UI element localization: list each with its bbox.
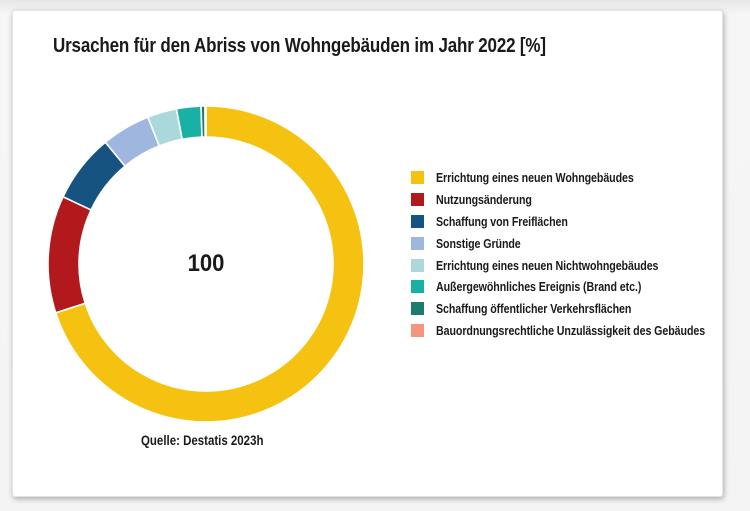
legend-swatch [411, 236, 424, 250]
donut-slice [204, 105, 207, 138]
donut-svg [47, 105, 365, 423]
legend-swatch [411, 214, 424, 228]
legend-swatch [411, 280, 424, 294]
legend-item-label: Nutzungsänderung [436, 192, 532, 208]
legend-item: Nutzungsänderung [411, 189, 750, 211]
legend-item-label: Schaffung öffentlicher Verkehrsflächen [436, 301, 632, 317]
legend-item-label: Schaffung von Freiflächen [436, 213, 568, 229]
legend-item: Errichtung eines neuen Nichtwohngebäudes [411, 254, 750, 276]
legend: Errichtung eines neuen Wohngebäudes Nutz… [411, 167, 750, 341]
donut-slice [54, 105, 365, 423]
legend-item: Außergewöhnliches Ereignis (Brand etc.) [411, 276, 750, 298]
legend-swatch [411, 193, 424, 207]
legend-item-label: Sonstige Gründe [436, 235, 521, 251]
legend-swatch [411, 171, 424, 185]
legend-swatch [411, 258, 424, 272]
legend-item-label: Errichtung eines neuen Nichtwohngebäudes [436, 257, 659, 273]
legend-item: Schaffung von Freiflächen [411, 211, 750, 233]
legend-item-label: Errichtung eines neuen Wohngebäudes [436, 170, 634, 186]
donut-chart: 100 [29, 87, 383, 441]
legend-swatch [411, 323, 424, 337]
legend-item-label: Bauordnungsrechtliche Unzulässigkeit des… [436, 322, 706, 338]
legend-item: Bauordnungsrechtliche Unzulässigkeit des… [411, 320, 750, 342]
source-note: Quelle: Destatis 2023h [141, 433, 264, 448]
legend-item: Errichtung eines neuen Wohngebäudes [411, 167, 750, 189]
donut-slice [47, 195, 93, 314]
legend-item: Sonstige Gründe [411, 232, 750, 254]
chart-title: Ursachen für den Abriss von Wohngebäuden… [53, 35, 546, 57]
legend-item: Schaffung öffentlicher Verkehrsflächen [411, 298, 750, 320]
legend-swatch [411, 302, 424, 316]
legend-item-label: Außergewöhnliches Ereignis (Brand etc.) [436, 279, 642, 295]
chart-card: Ursachen für den Abriss von Wohngebäuden… [12, 10, 723, 497]
